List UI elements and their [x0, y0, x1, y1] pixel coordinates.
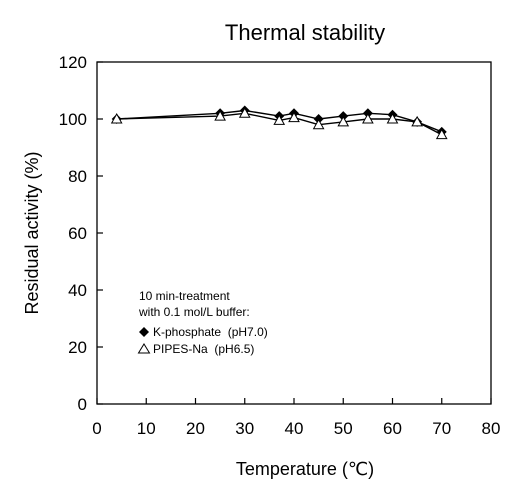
y-tick-label: 0 [78, 395, 87, 414]
x-tick-label: 50 [334, 419, 353, 438]
x-tick-label: 40 [285, 419, 304, 438]
data-point-triangle [238, 107, 251, 118]
y-tick-label: 100 [59, 110, 87, 129]
y-tick-label: 120 [59, 53, 87, 72]
legend-header-line-2: with 0.1 mol/L buffer: [138, 305, 250, 319]
data-series [110, 105, 448, 140]
x-tick-label: 20 [186, 419, 205, 438]
x-tick-label: 10 [137, 419, 156, 438]
legend-entry-pipes-na: PIPES-Na (pH6.5) [153, 342, 254, 356]
x-axis: 0 10 20 30 40 50 60 70 80 [92, 398, 500, 438]
legend: 10 min-treatment with 0.1 mol/L buffer: … [137, 289, 268, 356]
y-tick-label: 20 [68, 338, 87, 357]
legend-triangle-marker [137, 343, 151, 354]
x-tick-label: 30 [235, 419, 254, 438]
data-point-triangle [386, 112, 399, 124]
data-point-triangle [435, 128, 448, 140]
y-tick-label: 80 [68, 167, 87, 186]
y-axis: 0 20 40 60 80 100 120 [59, 53, 103, 414]
series-pipes-na [110, 107, 448, 140]
x-tick-label: 70 [432, 419, 451, 438]
x-tick-label: 0 [92, 419, 101, 438]
data-point-triangle [362, 112, 374, 124]
data-point-triangle [337, 115, 350, 127]
data-point-triangle [288, 111, 300, 123]
data-point-triangle [214, 110, 226, 121]
x-tick-label: 80 [482, 419, 501, 438]
x-axis-label: Temperature (℃) [236, 459, 374, 479]
y-tick-label: 60 [68, 224, 87, 243]
data-point-triangle [411, 115, 423, 127]
chart-title: Thermal stability [225, 20, 385, 45]
legend-entry-k-phosphate: K-phosphate (pH7.0) [153, 325, 268, 339]
y-tick-label: 40 [68, 281, 87, 300]
legend-diamond-marker [139, 327, 149, 337]
y-axis-label: Residual activity (%) [22, 151, 42, 314]
data-point-triangle [273, 114, 286, 125]
x-tick-label: 60 [383, 419, 402, 438]
data-point-triangle [312, 118, 325, 130]
data-point-triangle [110, 112, 123, 124]
legend-header-line-1: 10 min-treatment [139, 289, 230, 303]
